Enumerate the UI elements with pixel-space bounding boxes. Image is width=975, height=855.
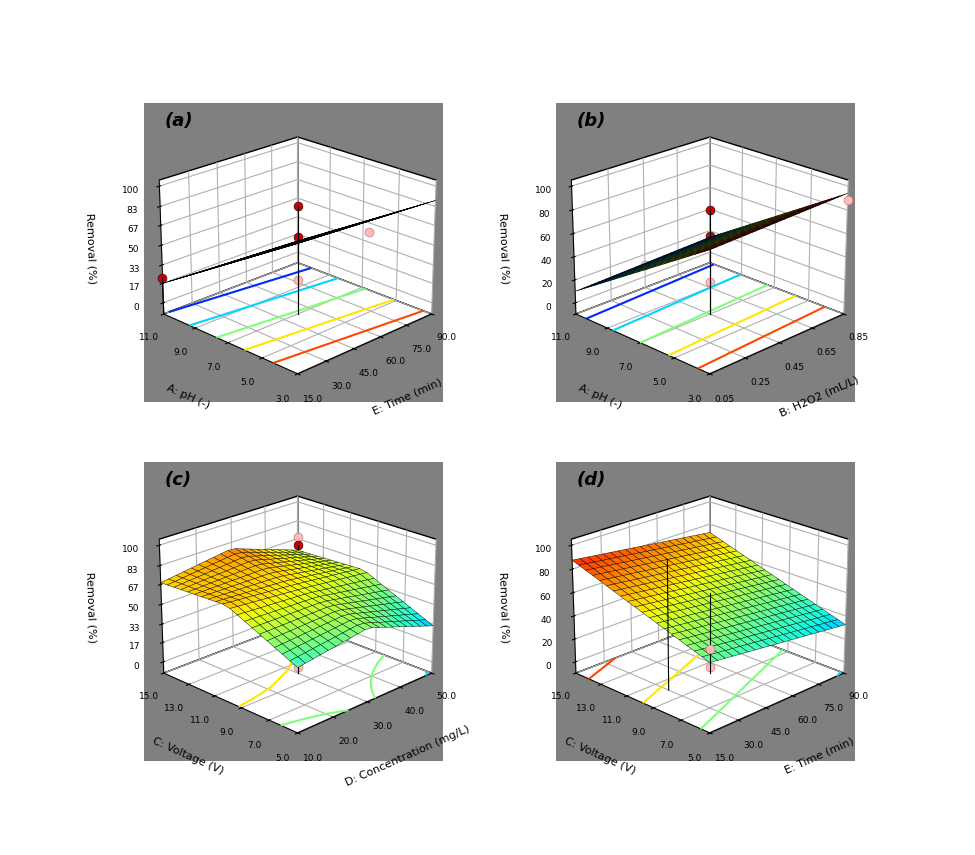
- Text: (b): (b): [577, 111, 606, 130]
- X-axis label: E: Time (min): E: Time (min): [783, 736, 855, 775]
- Text: (d): (d): [577, 470, 606, 489]
- Y-axis label: C: Voltage (V): C: Voltage (V): [151, 736, 225, 776]
- Text: (a): (a): [165, 111, 194, 130]
- Y-axis label: A: pH (-): A: pH (-): [165, 383, 212, 411]
- X-axis label: B: H2O2 (mL/L): B: H2O2 (mL/L): [778, 374, 860, 419]
- Y-axis label: A: pH (-): A: pH (-): [577, 383, 623, 411]
- Y-axis label: C: Voltage (V): C: Voltage (V): [564, 736, 638, 776]
- Text: (c): (c): [165, 470, 192, 489]
- X-axis label: E: Time (min): E: Time (min): [370, 377, 444, 416]
- X-axis label: D: Concentration (mg/L): D: Concentration (mg/L): [343, 724, 471, 788]
